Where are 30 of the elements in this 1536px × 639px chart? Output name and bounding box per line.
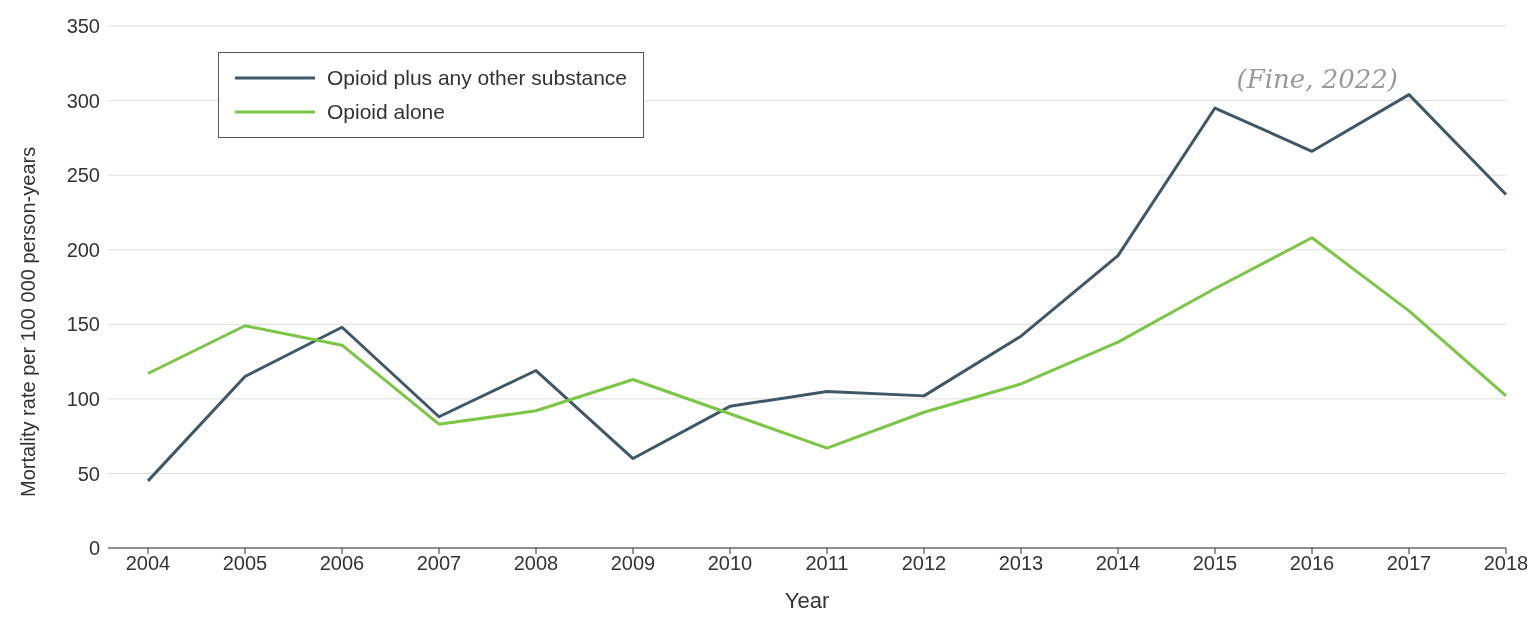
- x-tick-label: 2017: [1386, 552, 1432, 575]
- x-axis-title: Year: [784, 588, 830, 613]
- x-tick-label: 2009: [610, 552, 656, 575]
- x-tick-label: 2008: [513, 552, 559, 575]
- x-tick-label: 2006: [319, 552, 365, 575]
- x-tick-label: 2007: [416, 552, 462, 575]
- y-tick-label: 250: [66, 164, 100, 187]
- x-tick-label: 2018: [1483, 552, 1529, 575]
- y-axis-title: Mortality rate per 100 000 person-years: [17, 146, 40, 497]
- line-series: [146, 236, 1508, 450]
- x-tick-label: 2011: [805, 552, 849, 575]
- x-tick-label: 2014: [1095, 552, 1141, 575]
- x-tick-label: 2015: [1192, 552, 1238, 575]
- x-tick-label: 2012: [901, 552, 947, 575]
- x-tick-label: 2016: [1289, 552, 1335, 575]
- x-tick-label: 2005: [222, 552, 268, 575]
- y-tick-label: 300: [66, 89, 100, 112]
- x-tick-label: 2010: [707, 552, 753, 575]
- y-tick-label: 350: [66, 15, 100, 38]
- line-series: [146, 93, 1508, 483]
- y-tick-label: 0: [88, 537, 100, 560]
- annotation: (Fine, 2022): [1236, 64, 1398, 94]
- x-tick-label: 2004: [125, 552, 171, 575]
- x-tick-label: 2013: [998, 552, 1044, 575]
- y-tick-label: 50: [77, 462, 100, 485]
- y-tick-label: 100: [66, 387, 100, 410]
- y-tick-label: 200: [66, 238, 100, 261]
- legend-label: Opioid alone: [327, 100, 445, 124]
- y-tick-label: 150: [66, 313, 100, 336]
- legend-label: Opioid plus any other substance: [327, 66, 628, 90]
